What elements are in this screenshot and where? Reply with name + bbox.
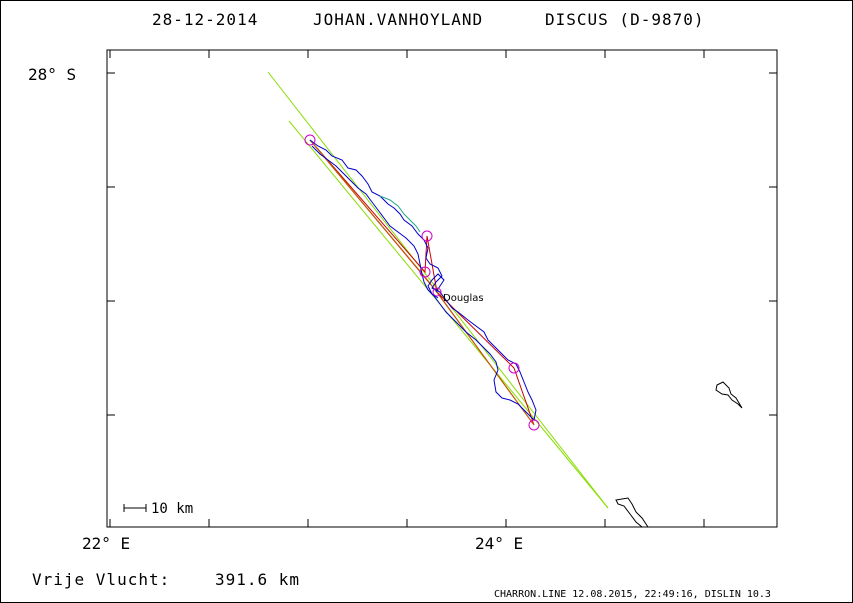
distance-label: Vrije Vlucht: (32, 570, 170, 589)
scale-bar-label: 10 km (151, 501, 193, 517)
ticks (107, 50, 777, 527)
longitude-label-left: 22° E (82, 534, 130, 553)
turnpoint-douglas (432, 287, 442, 297)
coastline-south (615, 497, 649, 528)
turnpoints (304, 134, 540, 431)
flight-track-segment (379, 195, 421, 233)
scale-bar (123, 504, 147, 512)
flight-track (309, 139, 537, 422)
glider-name: DISCUS (D-9870) (545, 10, 705, 29)
flight-track-thermal (427, 273, 445, 299)
guide-line-outer (267, 71, 609, 509)
turnpoint-3 (419, 266, 431, 278)
turnpoint-finish (528, 419, 540, 431)
distance-value: 391.6 km (215, 570, 300, 589)
place-label-douglas: Douglas (443, 293, 484, 304)
pilot-name: JOHAN.VANHOYLAND (313, 10, 483, 29)
footer-credit: CHARRON.LINE 12.08.2015, 22:49:16, DISLI… (494, 589, 771, 600)
longitude-label-right: 24° E (475, 534, 523, 553)
turnpoint-4 (508, 362, 520, 374)
turnpoint-2 (421, 230, 433, 242)
map-box (106, 49, 778, 528)
latitude-label: 28° S (28, 65, 76, 84)
turnpoint-start (304, 134, 316, 146)
coastline-east (715, 381, 743, 409)
flight-date: 28-12-2014 (152, 10, 258, 29)
